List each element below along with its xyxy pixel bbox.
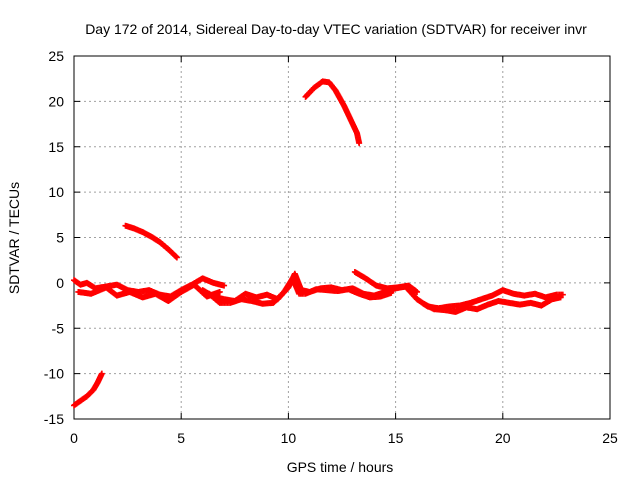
data-point: [173, 254, 180, 261]
y-tick-label: 15: [48, 139, 64, 155]
y-tick-label: 10: [48, 184, 64, 200]
chart-title: Day 172 of 2014, Sidereal Day-to-day VTE…: [85, 21, 587, 37]
x-tick-labels: 0 5 10 15 20 25: [70, 430, 618, 446]
y-tick-label: 20: [48, 93, 64, 109]
data-point: [557, 294, 564, 301]
series-arc-afternoon: [351, 268, 421, 295]
x-tick-label: 15: [388, 430, 404, 446]
data-series: [71, 78, 566, 409]
y-tick-label: 5: [56, 230, 64, 246]
y-tick-label: -10: [44, 366, 64, 382]
data-point: [356, 140, 363, 147]
y-tick-labels: -15 -10 -5 0 5 10 15 20 25: [44, 48, 64, 427]
x-tick-label: 25: [602, 430, 618, 446]
x-axis-label: GPS time / hours: [287, 459, 394, 475]
series-arc-midday-b: [206, 275, 395, 307]
series-arc-evening-a: [403, 284, 566, 312]
data-point: [414, 288, 421, 295]
series-arc-evening-b: [420, 294, 564, 315]
series-arc-early-negative: [71, 370, 105, 409]
x-tick-label: 10: [281, 430, 297, 446]
data-point: [221, 282, 228, 289]
data-point: [98, 370, 105, 377]
series-arc-noon-peak: [302, 78, 363, 147]
y-tick-label: -5: [52, 320, 65, 336]
series-arc-late-morning: [122, 222, 180, 261]
y-tick-label: 0: [56, 275, 64, 291]
x-tick-label: 5: [177, 430, 185, 446]
grid-lines: [74, 56, 610, 419]
y-tick-label: -15: [44, 411, 64, 427]
x-tick-label: 0: [70, 430, 78, 446]
y-tick-label: 25: [48, 48, 64, 64]
y-axis-label: SDTVAR / TECUs: [6, 182, 22, 294]
data-point: [216, 288, 223, 295]
x-tick-label: 20: [495, 430, 511, 446]
